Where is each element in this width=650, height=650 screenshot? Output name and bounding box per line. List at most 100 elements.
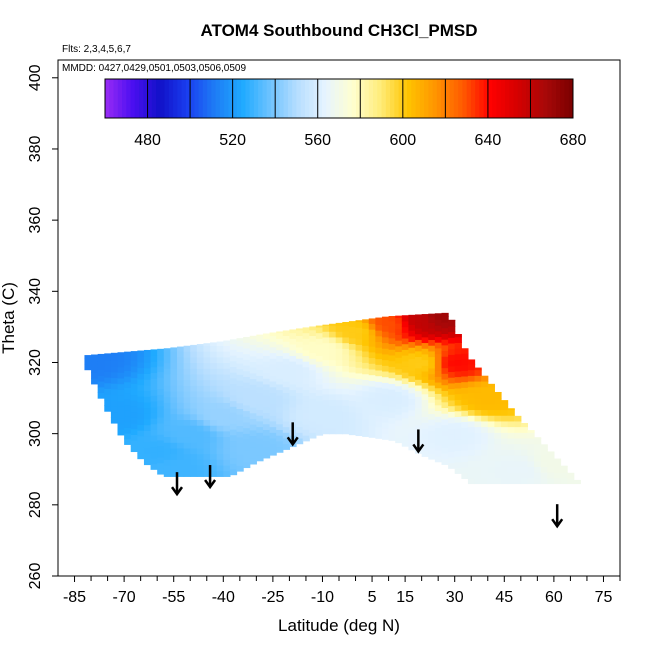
colorbar-segment <box>258 79 263 118</box>
heatmap-cell <box>388 371 396 379</box>
heatmap-cell <box>296 415 304 422</box>
heatmap-cell <box>322 324 330 327</box>
x-tick-label: 15 <box>396 589 414 606</box>
heatmap-cell <box>249 412 257 419</box>
heatmap-cell <box>130 360 138 367</box>
heatmap-cell <box>104 376 112 384</box>
heatmap-cell <box>276 378 284 385</box>
colorbar-segment <box>517 79 523 118</box>
heatmap-cell <box>157 382 165 390</box>
colorbar-segment <box>126 79 132 118</box>
heatmap-cell <box>143 430 152 437</box>
heatmap-cell <box>355 372 363 380</box>
heatmap-cell <box>500 409 509 416</box>
heatmap-cell <box>322 399 330 406</box>
heatmap-cell <box>269 415 277 422</box>
heatmap-cell <box>143 413 152 420</box>
heatmap-cell <box>527 432 535 439</box>
colorbar-segment <box>513 79 519 118</box>
heatmap-cell <box>401 400 410 407</box>
colorbar-segment <box>479 79 485 118</box>
heatmap-cell <box>223 459 231 466</box>
heatmap-cell <box>269 332 277 337</box>
colorbar-segment <box>441 79 446 118</box>
x-tick-label: 5 <box>368 589 377 606</box>
heatmap-cell <box>481 386 489 393</box>
colorbar-segment <box>232 79 238 118</box>
heatmap-cell <box>368 357 376 364</box>
heatmap-cell <box>467 363 476 371</box>
heatmap-cell <box>210 351 218 358</box>
heatmap-cell <box>183 345 191 352</box>
heatmap-cell <box>467 466 476 473</box>
heatmap-cell <box>282 352 291 359</box>
colorbar-segment <box>130 79 136 118</box>
heatmap-cell <box>315 366 324 374</box>
heatmap-cell <box>289 338 297 345</box>
colorbar-segment <box>207 79 212 118</box>
heatmap-cell <box>309 432 317 439</box>
heatmap-cell <box>196 396 205 403</box>
heatmap-cell <box>282 392 291 399</box>
heatmap-cell <box>388 400 396 407</box>
heatmap-cell <box>415 350 423 358</box>
heatmap-cell <box>520 432 529 439</box>
heatmap-cell <box>249 424 257 431</box>
heatmap-cell <box>97 375 105 382</box>
x-tick-label: 45 <box>495 589 513 606</box>
heatmap-cell <box>534 443 542 450</box>
heatmap-cell <box>309 415 317 422</box>
heatmap-cell <box>487 409 495 416</box>
heatmap-cell <box>210 436 218 443</box>
x-tick-label: -70 <box>113 589 136 606</box>
heatmap-cell <box>196 344 205 346</box>
heatmap-cell <box>170 402 178 409</box>
heatmap-cell <box>494 460 502 467</box>
heatmap-cell <box>203 408 211 415</box>
heatmap-cell <box>157 439 165 447</box>
heatmap-cell <box>375 432 383 439</box>
heatmap-cell <box>282 375 291 382</box>
heatmap-cell <box>401 366 410 373</box>
heatmap-cell <box>104 359 112 367</box>
heatmap-cell <box>474 449 482 456</box>
heatmap-cell <box>494 392 502 399</box>
heatmap-cell <box>434 347 443 355</box>
heatmap-cell <box>355 355 363 363</box>
heatmap-cell <box>441 384 449 391</box>
heatmap-cell <box>514 477 522 485</box>
heatmap-cell <box>282 386 291 393</box>
heatmap-cell <box>269 443 277 450</box>
heatmap-cell <box>335 382 343 389</box>
heatmap-cell <box>441 344 449 352</box>
heatmap-cell <box>408 421 416 428</box>
heatmap-cell <box>408 381 416 388</box>
heatmap-cell <box>415 413 423 420</box>
colorbar-segment <box>538 79 544 118</box>
heatmap-cell <box>157 394 165 401</box>
heatmap-cell <box>170 419 178 426</box>
heatmap-cell <box>474 420 482 428</box>
heatmap-cell <box>381 399 390 406</box>
heatmap-cell <box>401 394 410 402</box>
heatmap-cell <box>487 466 495 473</box>
heatmap-cell <box>276 355 284 362</box>
heatmap-cell <box>368 414 376 421</box>
heatmap-cell <box>381 376 390 383</box>
heatmap-cell <box>441 435 449 443</box>
heatmap-cell <box>243 393 251 400</box>
heatmap-cell <box>315 361 324 368</box>
heatmap-cell <box>236 391 244 398</box>
heatmap-cell <box>170 379 178 386</box>
heatmap-cell <box>256 449 264 456</box>
heatmap-cell <box>163 470 171 477</box>
heatmap-cell <box>143 396 152 403</box>
heatmap-cell <box>143 424 152 431</box>
heatmap-cell <box>302 423 310 430</box>
heatmap-cell <box>203 459 211 466</box>
heatmap-cell <box>428 350 436 358</box>
colorbar-segment <box>224 79 229 118</box>
heatmap-cell <box>395 328 403 335</box>
heatmap-cell <box>421 365 429 372</box>
heatmap-cell <box>137 424 145 431</box>
